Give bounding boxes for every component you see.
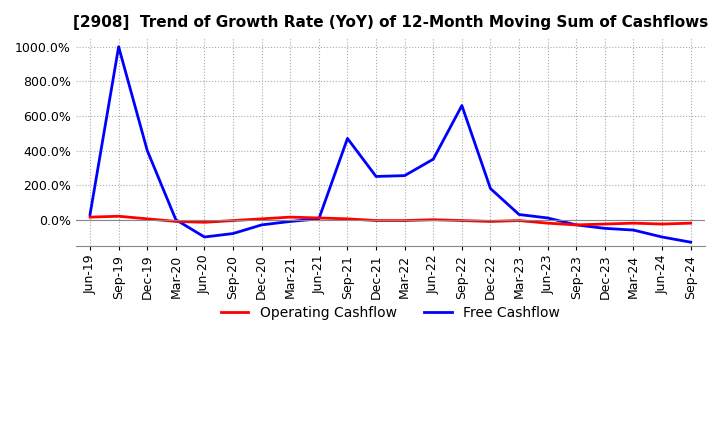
Legend: Operating Cashflow, Free Cashflow: Operating Cashflow, Free Cashflow [215, 301, 566, 326]
Free Cashflow [686, 239, 695, 245]
Free Cashflow [457, 103, 466, 108]
Free Cashflow [143, 148, 152, 153]
Operating Cashflow [315, 215, 323, 220]
Free Cashflow [286, 219, 294, 224]
Operating Cashflow [515, 218, 523, 223]
Operating Cashflow [343, 216, 352, 221]
Free Cashflow [343, 136, 352, 141]
Free Cashflow [486, 186, 495, 191]
Operating Cashflow [200, 220, 209, 225]
Operating Cashflow [658, 221, 667, 227]
Free Cashflow [658, 235, 667, 240]
Operating Cashflow [257, 216, 266, 221]
Free Cashflow [171, 217, 180, 222]
Operating Cashflow [372, 218, 380, 223]
Operating Cashflow [686, 220, 695, 226]
Free Cashflow [114, 44, 123, 49]
Operating Cashflow [429, 217, 438, 222]
Free Cashflow [257, 222, 266, 227]
Free Cashflow [572, 222, 580, 227]
Free Cashflow [629, 227, 638, 233]
Operating Cashflow [86, 214, 94, 220]
Operating Cashflow [572, 222, 580, 227]
Free Cashflow [372, 174, 380, 179]
Line: Operating Cashflow: Operating Cashflow [90, 216, 690, 225]
Operating Cashflow [229, 218, 238, 223]
Operating Cashflow [600, 221, 609, 227]
Free Cashflow [400, 173, 409, 178]
Free Cashflow [600, 226, 609, 231]
Free Cashflow [86, 212, 94, 217]
Free Cashflow [229, 231, 238, 236]
Title: [2908]  Trend of Growth Rate (YoY) of 12-Month Moving Sum of Cashflows: [2908] Trend of Growth Rate (YoY) of 12-… [73, 15, 708, 30]
Operating Cashflow [143, 216, 152, 221]
Free Cashflow [544, 215, 552, 220]
Operating Cashflow [544, 220, 552, 226]
Operating Cashflow [486, 219, 495, 224]
Line: Free Cashflow: Free Cashflow [90, 47, 690, 242]
Free Cashflow [429, 157, 438, 162]
Free Cashflow [315, 216, 323, 221]
Operating Cashflow [114, 213, 123, 219]
Free Cashflow [515, 212, 523, 217]
Operating Cashflow [457, 218, 466, 223]
Free Cashflow [200, 235, 209, 240]
Operating Cashflow [286, 214, 294, 220]
Operating Cashflow [629, 220, 638, 226]
Operating Cashflow [171, 219, 180, 224]
Operating Cashflow [400, 218, 409, 223]
